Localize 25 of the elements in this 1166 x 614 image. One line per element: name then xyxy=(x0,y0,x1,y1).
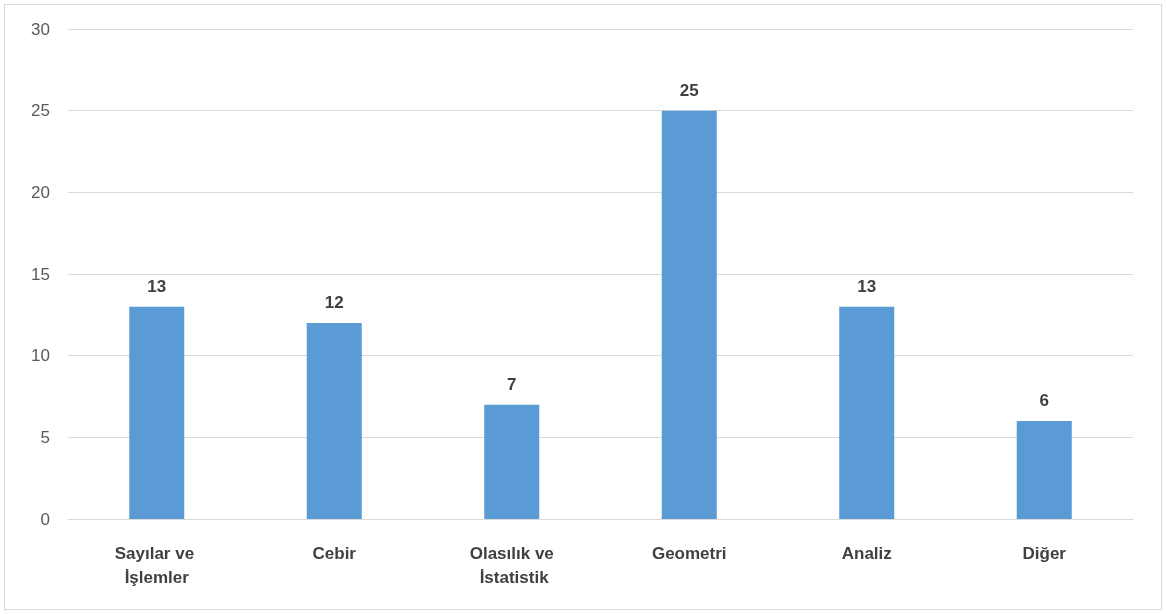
bar xyxy=(484,404,540,519)
data-label: 7 xyxy=(507,374,517,394)
bar xyxy=(661,110,717,519)
y-tick-label: 15 xyxy=(31,264,50,284)
x-tick-label: Analiz xyxy=(841,543,892,563)
y-tick-label: 20 xyxy=(31,182,50,202)
y-tick-label: 0 xyxy=(40,509,50,529)
y-tick-label: 10 xyxy=(31,346,50,366)
x-tick-label: Olasılık ve İstatistik xyxy=(469,543,554,587)
x-tick-label: Diğer xyxy=(1022,543,1067,563)
data-label: 25 xyxy=(679,80,699,100)
bar xyxy=(1016,421,1072,519)
y-tick-label: 25 xyxy=(31,101,50,121)
data-label: 13 xyxy=(857,276,877,296)
x-tick-label: Sayılar ve İşlemler xyxy=(114,543,199,587)
data-label: 6 xyxy=(1039,391,1049,410)
bar xyxy=(839,306,895,519)
bar xyxy=(306,323,362,519)
x-tick-label: Geometri xyxy=(651,543,727,563)
data-label: 12 xyxy=(324,293,344,312)
data-label: 13 xyxy=(147,276,167,296)
bar xyxy=(129,306,185,519)
y-tick-label: 5 xyxy=(40,427,50,447)
y-tick-label: 30 xyxy=(31,19,50,39)
x-tick-label: Cebir xyxy=(312,543,357,563)
